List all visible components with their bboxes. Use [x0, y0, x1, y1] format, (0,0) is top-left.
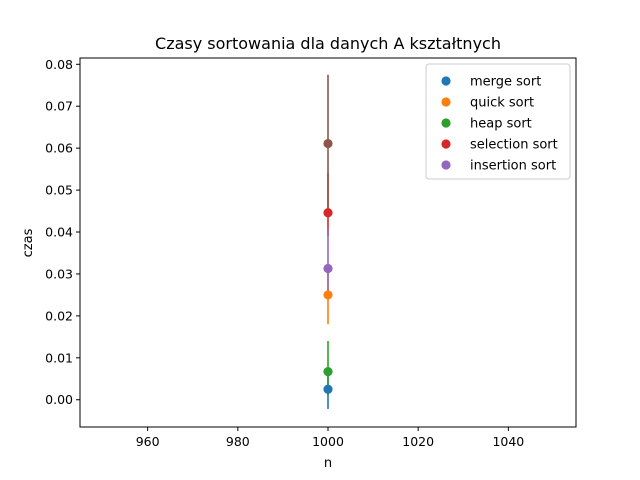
y-tick-label: 0.01	[45, 350, 73, 365]
legend-marker	[441, 118, 451, 128]
legend-label: quick sort	[470, 96, 534, 111]
x-axis: 960 980 1000 1020 1040	[136, 427, 524, 449]
x-tick-label: 1000	[312, 434, 344, 449]
legend-label: merge sort	[470, 75, 541, 90]
legend-box	[425, 63, 571, 180]
y-tick-label: 0.00	[45, 392, 73, 407]
x-tick-label: 960	[136, 434, 160, 449]
data-point	[323, 384, 333, 394]
y-tick-label: 0.03	[45, 266, 73, 281]
x-tick-label: 980	[226, 434, 250, 449]
y-axis: 0.00 0.01 0.02 0.03 0.04 0.05 0.06 0.07 0.08	[45, 57, 80, 407]
data-point	[323, 263, 333, 274]
y-tick-label: 0.04	[45, 225, 73, 240]
legend-label: insertion sort	[470, 159, 556, 174]
legend-marker	[441, 76, 451, 86]
y-tick-label: 0.05	[45, 183, 73, 198]
legend-marker	[441, 97, 451, 107]
x-axis-label: n	[324, 456, 332, 471]
data-marks	[323, 74, 333, 409]
y-tick-label: 0.06	[45, 141, 73, 156]
legend: merge sort quick sort heap sort selection s…	[425, 63, 571, 180]
data-point	[323, 367, 333, 377]
chart-title: Czasy sortowania dla danych A kształtnyc…	[155, 34, 501, 53]
data-point	[323, 208, 333, 218]
y-tick-label: 0.07	[45, 99, 73, 114]
legend-label: heap sort	[470, 117, 532, 132]
x-tick-label: 1040	[492, 434, 524, 449]
y-tick-label: 0.08	[45, 57, 73, 72]
legend-marker	[441, 160, 451, 170]
x-tick-label: 1020	[402, 434, 434, 449]
y-tick-label: 0.02	[45, 308, 73, 323]
legend-marker	[441, 139, 451, 149]
data-point	[323, 138, 333, 149]
data-point	[323, 290, 333, 300]
legend-label: selection sort	[470, 138, 558, 153]
y-axis-label: czas	[21, 228, 36, 257]
